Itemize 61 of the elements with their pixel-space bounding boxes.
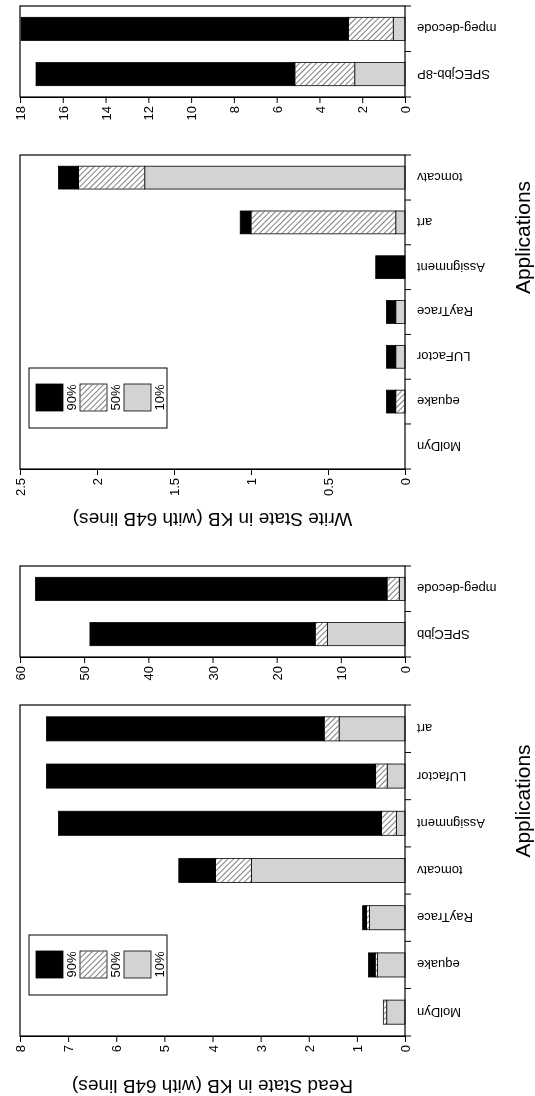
x-tick-label: 0 [398,1045,414,1053]
legend-label: 90% [63,384,79,411]
x-axis-title: Read State in KB (with 64B lines) [72,1075,353,1096]
y-tick-label: mpeg-decode [417,21,497,37]
x-tick-label: 12 [141,106,157,121]
x-tick-label: 50 [77,666,93,681]
y-tick-label: LUFactor [416,349,471,365]
x-tick-label: 2 [301,1045,317,1053]
x-tick-label: 6 [269,106,285,114]
x-tick-label: 30 [205,666,221,681]
y-tick-label: RayTrace [417,910,473,926]
legend-label: 10% [151,384,167,411]
x-tick-label: 0 [398,106,414,114]
x-tick-label: 4 [205,1045,221,1053]
x-tick-label: 10 [184,106,200,121]
y-tick-label: MolDyn [417,438,462,454]
x-tick-label: 7 [61,1045,77,1053]
y-tick-label: Assignment [416,259,485,275]
x-tick-label: 8 [13,1045,29,1053]
y-tick-label: tomcatv [416,862,463,878]
y-tick-label: RayTrace [417,304,473,320]
y-axis-title: Applications [510,744,534,858]
x-tick-label: 6 [109,1045,125,1053]
y-tick-label: equake [417,957,460,973]
y-tick-label: SPECjbb-8P [417,66,490,82]
x-tick-label: 40 [141,666,157,681]
x-tick-label: 10 [333,666,349,681]
x-axis-title: Write State in KB (with 64B lines) [72,508,353,530]
x-tick-label: 4 [312,106,328,114]
x-tick-label: 2 [355,106,371,114]
x-tick-label: 14 [98,106,114,121]
y-tick-label: art [416,214,433,230]
y-tick-label: art [416,721,433,737]
y-tick-label: equake [417,394,460,410]
y-tick-label: LUfactor [416,768,467,784]
y-tick-label: SPECjbb [417,626,470,642]
legend-label: 90% [63,951,79,978]
bar [368,952,376,978]
x-tick-label: 1 [349,1045,365,1053]
y-tick-label: mpeg-decode [417,581,497,597]
x-tick-label: 0.5 [321,478,337,497]
y-tick-label: MolDyn [417,1004,462,1020]
y-axis-title: Applications [510,180,534,295]
legend-label: 50% [107,951,123,978]
x-tick-label: 5 [157,1045,173,1053]
x-tick-label: 0 [398,478,414,486]
x-tick-label: 8 [226,106,242,114]
legend-label: 10% [151,951,167,978]
x-tick-label: 2 [90,478,106,486]
legend-label: 50% [107,384,123,411]
x-tick-label: 18 [13,106,29,121]
x-tick-label: 60 [13,666,29,681]
x-tick-label: 0 [398,666,414,674]
x-tick-label: 1 [244,478,260,486]
x-tick-label: 20 [269,666,285,681]
x-tick-label: 16 [55,106,71,121]
x-tick-label: 1.5 [167,478,183,497]
y-tick-label: tomcatv [416,170,463,186]
y-tick-label: Assignment [416,815,485,831]
x-tick-label: 3 [253,1045,269,1053]
x-tick-label: 2.5 [13,478,29,497]
